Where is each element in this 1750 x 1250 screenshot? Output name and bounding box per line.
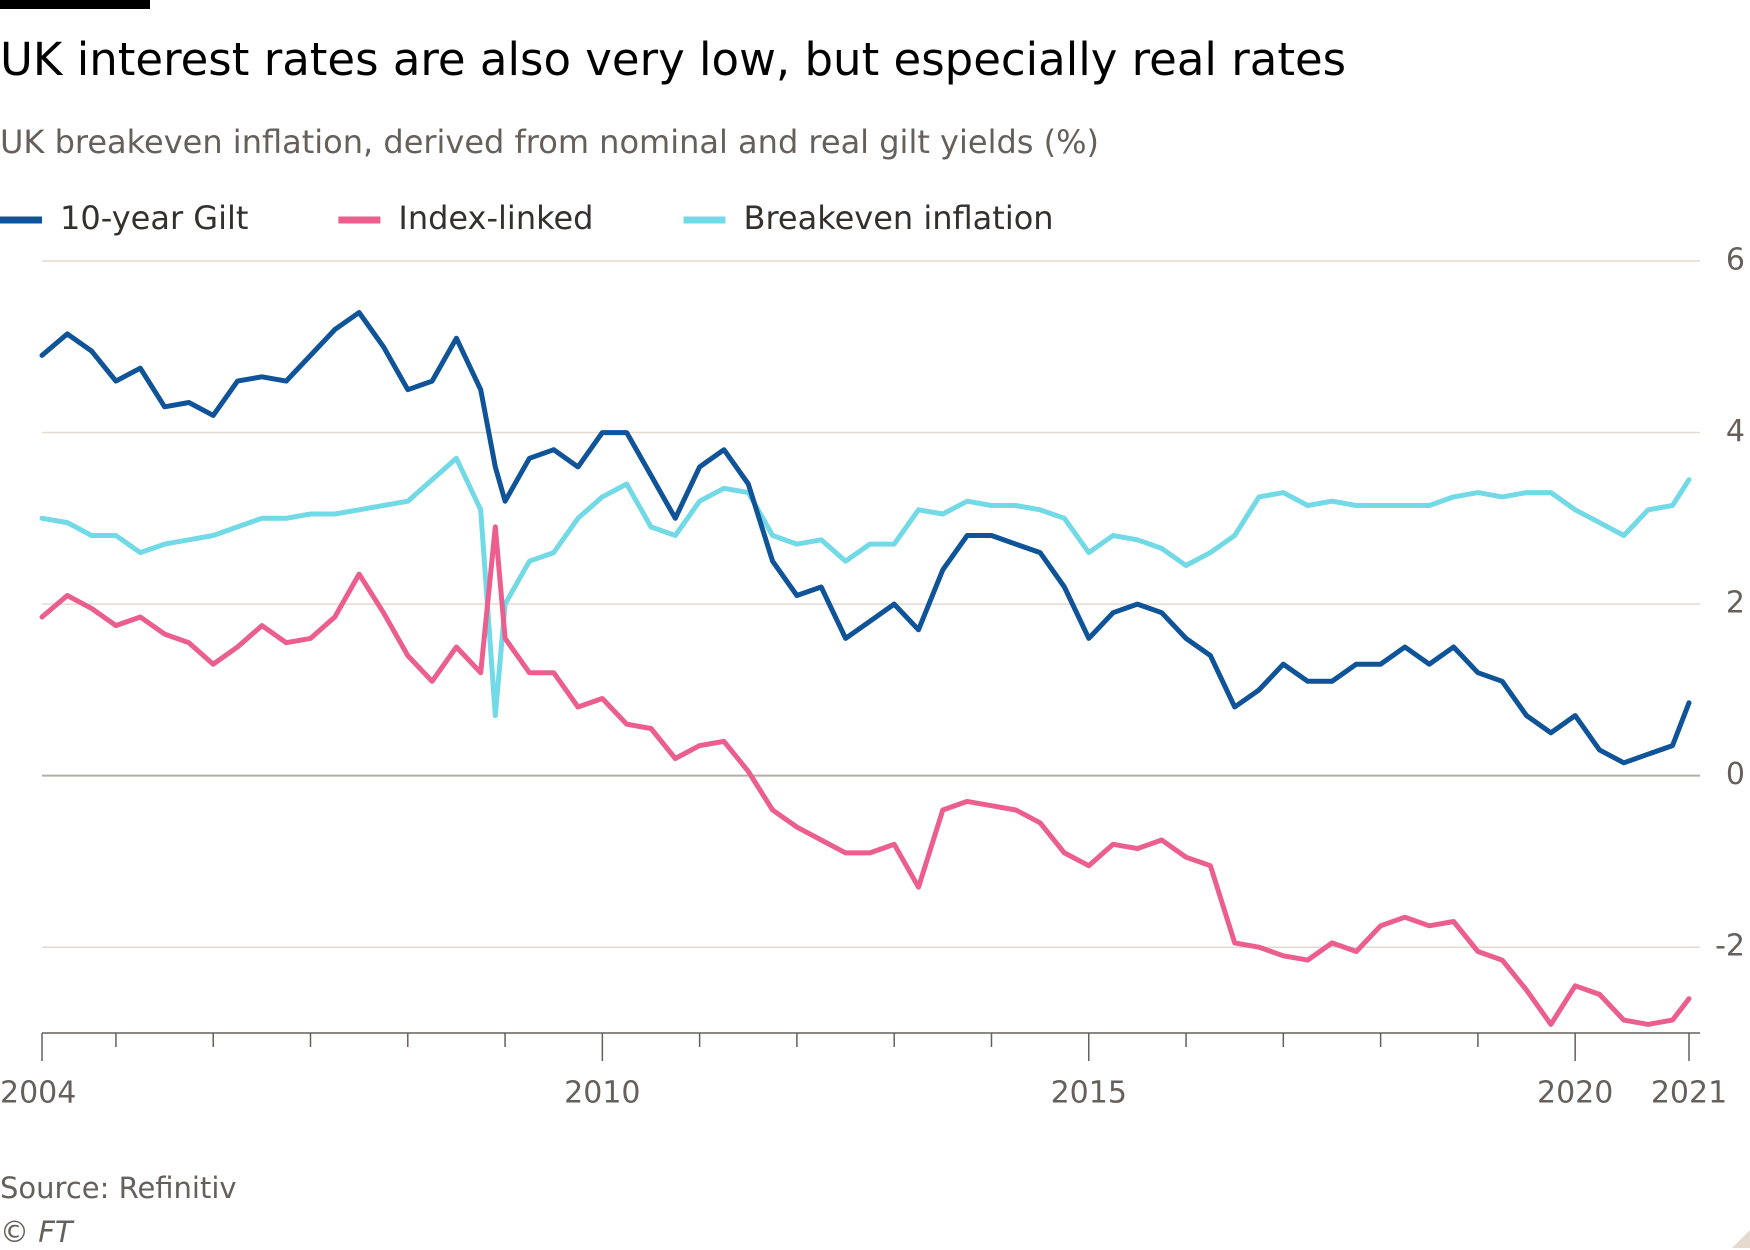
y-tick-label: 0	[1726, 757, 1745, 792]
legend-label: Index-linked	[398, 199, 593, 237]
legend-label: 10-year Gilt	[60, 199, 248, 237]
source: Source: Refinitiv	[0, 1171, 237, 1205]
x-tick-label: 2004	[0, 1076, 76, 1111]
chart-subtitle: UK breakeven inflation, derived from nom…	[0, 123, 1099, 161]
brand-bar	[0, 0, 150, 9]
x-tick-label: 2015	[1051, 1076, 1127, 1111]
y-tick-label: 2	[1726, 586, 1745, 621]
chart-title: UK interest rates are also very low, but…	[0, 33, 1346, 86]
x-tick-label: 2010	[564, 1076, 640, 1111]
y-tick-label: 6	[1726, 243, 1745, 278]
series-line	[39, 310, 1692, 766]
y-tick-label: -2	[1715, 929, 1745, 964]
credit: © FT	[0, 1215, 75, 1249]
x-tick-label: 2021	[1651, 1076, 1727, 1111]
y-tick-label: 4	[1726, 414, 1745, 449]
series-line	[39, 524, 1692, 1027]
x-tick-label: 2020	[1537, 1076, 1613, 1111]
legend-label: Breakeven inflation	[743, 199, 1053, 237]
series-line	[39, 455, 1692, 719]
corner-mark	[1732, 1230, 1750, 1248]
